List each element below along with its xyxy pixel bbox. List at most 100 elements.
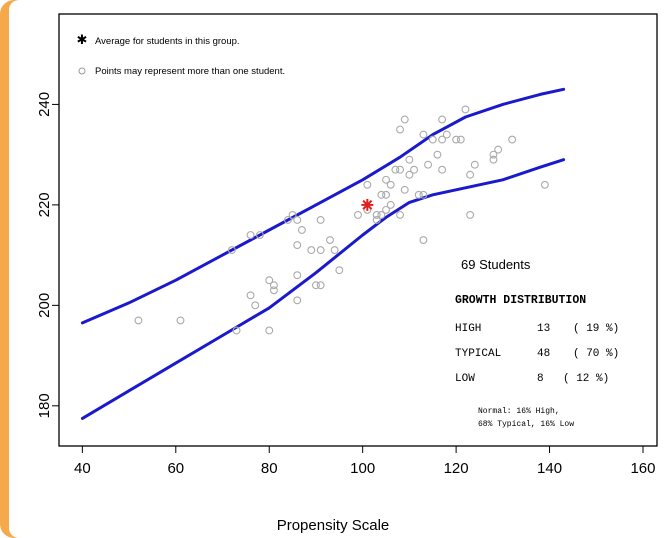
student-point xyxy=(400,115,409,124)
student-point xyxy=(227,246,236,255)
average-legend-marker: ✱ xyxy=(77,32,88,47)
dist-high-count: 13 xyxy=(537,323,550,335)
average-marker-stroke xyxy=(362,199,373,210)
x-tick-label: 160 xyxy=(630,460,655,477)
points-legend-marker xyxy=(78,67,86,75)
average-legend-label: Average for students in this group. xyxy=(95,36,240,47)
average-marker-group xyxy=(361,198,374,211)
student-point xyxy=(293,271,302,280)
students-count-label: 69 Students xyxy=(461,257,531,272)
student-point xyxy=(410,165,419,174)
student-point xyxy=(316,246,325,255)
y-tick-label: 240 xyxy=(36,92,53,117)
student-point xyxy=(363,180,372,189)
student-point xyxy=(419,190,428,199)
student-point xyxy=(428,135,437,144)
y-tick-label: 200 xyxy=(36,293,53,318)
chart-panel: ✱ Average for students in this group. Po… xyxy=(9,0,670,538)
student-point xyxy=(382,205,390,214)
x-tick-label: 40 xyxy=(74,460,91,477)
student-point xyxy=(438,165,447,174)
dist-low-pct: ( 12 %) xyxy=(563,373,609,385)
student-point xyxy=(232,326,241,335)
student-point xyxy=(452,135,461,144)
student-point xyxy=(419,236,428,244)
student-point xyxy=(265,326,274,335)
student-point xyxy=(330,246,339,255)
student-point xyxy=(382,175,390,184)
x-tick-label: 60 xyxy=(167,460,184,477)
student-point xyxy=(442,130,451,139)
student-point xyxy=(283,216,292,224)
normal-note-line2: 68% Typical, 16% Low xyxy=(478,420,574,429)
dist-low-label: LOW xyxy=(455,373,475,385)
student-point xyxy=(382,190,390,199)
student-point xyxy=(438,115,447,124)
student-point xyxy=(288,210,297,219)
student-point xyxy=(297,226,306,234)
student-point xyxy=(326,236,334,244)
student-point xyxy=(494,145,503,154)
dist-low-count: 8 xyxy=(537,373,544,385)
x-axis-title: Propensity Scale xyxy=(277,517,390,534)
x-tick-label: 80 xyxy=(261,460,278,477)
x-tick-label: 140 xyxy=(537,460,562,477)
student-point xyxy=(377,210,386,219)
normal-note-line1: Normal: 16% High, xyxy=(478,407,560,416)
band-curves xyxy=(80,87,566,420)
student-point xyxy=(414,190,423,199)
dist-typical-pct: ( 70 %) xyxy=(573,348,619,360)
lower-band-curve xyxy=(80,158,566,420)
student-point xyxy=(134,316,143,325)
x-tick-label: 100 xyxy=(350,460,375,477)
plot-area-border xyxy=(58,13,658,447)
student-point xyxy=(293,241,302,250)
student-point xyxy=(396,165,404,174)
student-point xyxy=(269,281,278,290)
dist-high-pct: ( 19 %) xyxy=(573,323,619,335)
student-point xyxy=(405,155,414,164)
student-point xyxy=(316,216,325,224)
student-point xyxy=(386,180,395,189)
student-point xyxy=(456,135,465,144)
student-point xyxy=(372,210,381,219)
student-point xyxy=(508,135,517,144)
student-point xyxy=(246,291,255,300)
student-point xyxy=(307,246,316,255)
student-point xyxy=(433,150,442,159)
upper-band-curve xyxy=(80,87,566,325)
y-tick-label: 220 xyxy=(36,192,53,217)
student-point xyxy=(372,216,381,224)
student-point xyxy=(489,155,498,164)
student-point xyxy=(396,125,404,134)
student-point xyxy=(396,210,404,219)
student-point xyxy=(265,276,274,285)
student-point xyxy=(354,210,362,219)
student-point xyxy=(293,216,302,224)
student-point xyxy=(419,130,428,139)
growth-distribution-heading: GROWTH DISTRIBUTION xyxy=(455,294,586,307)
student-point xyxy=(424,160,433,169)
student-point xyxy=(269,286,278,295)
student-point xyxy=(316,281,325,290)
student-point xyxy=(540,180,549,189)
student-point xyxy=(438,135,447,144)
axis-ticks: 40 60 80 100 120 140 160 180 200 220 240 xyxy=(36,92,656,477)
dist-typical-label: TYPICAL xyxy=(455,348,501,360)
student-point xyxy=(405,170,414,179)
student-points xyxy=(134,105,549,335)
student-point xyxy=(176,316,185,325)
dist-high-label: HIGH xyxy=(455,323,481,335)
dist-typical-count: 48 xyxy=(537,348,550,360)
student-point xyxy=(312,281,320,290)
student-point xyxy=(391,165,400,174)
student-point xyxy=(466,170,475,179)
student-point xyxy=(400,185,409,194)
student-point xyxy=(293,296,302,305)
student-point xyxy=(386,200,395,209)
student-point xyxy=(470,160,479,169)
student-point xyxy=(489,150,498,159)
y-tick-label: 180 xyxy=(36,393,53,418)
average-marker xyxy=(361,198,374,211)
student-point xyxy=(251,301,260,310)
